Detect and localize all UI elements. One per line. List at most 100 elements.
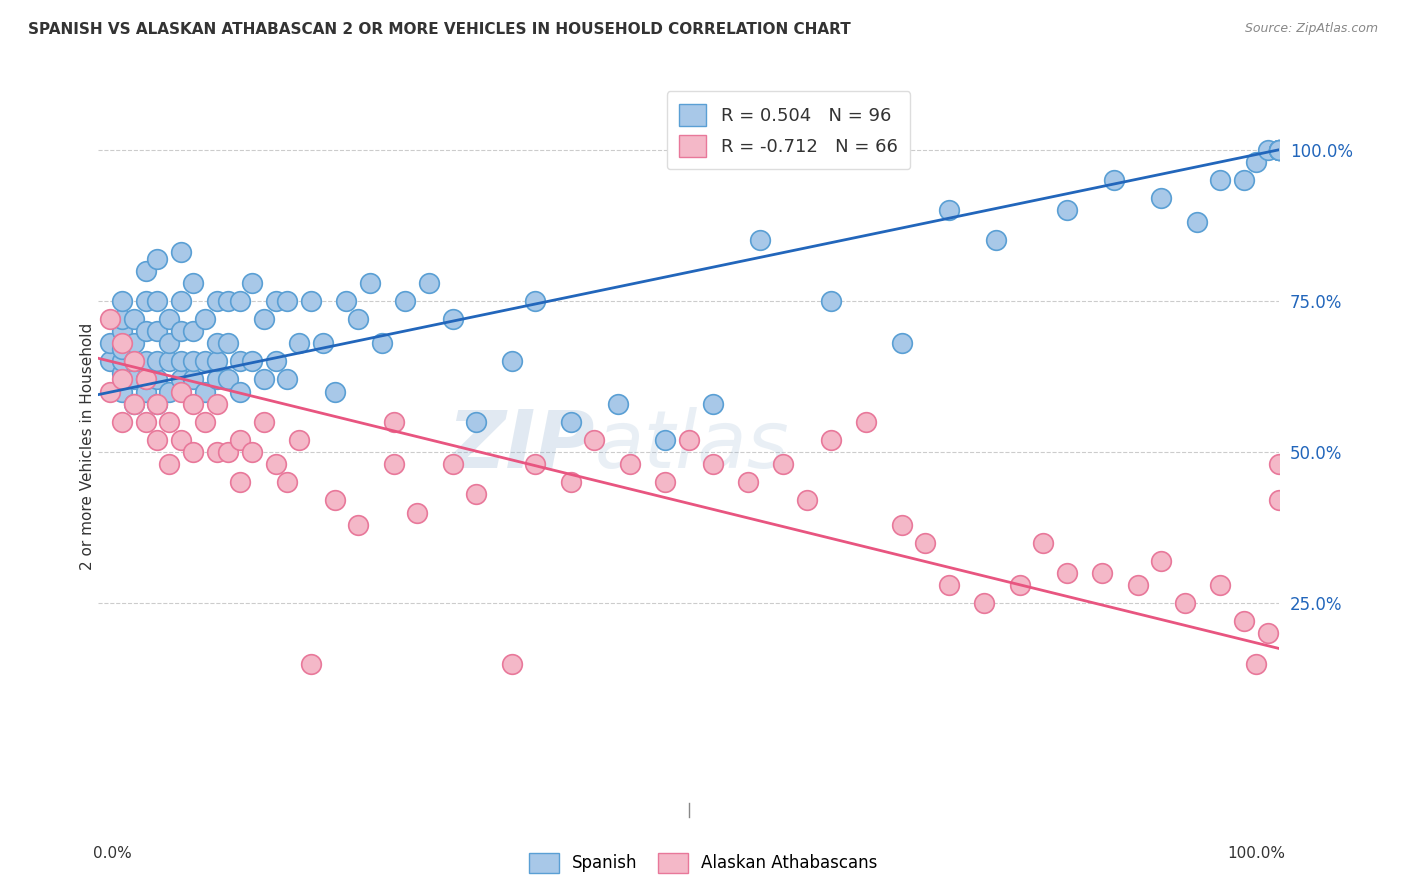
- Point: [170, 372, 193, 386]
- Legend: Spanish, Alaskan Athabascans: Spanish, Alaskan Athabascans: [522, 847, 884, 880]
- Point: [217, 445, 239, 459]
- Point: [135, 263, 157, 277]
- Point: [1268, 493, 1291, 508]
- Point: [1233, 615, 1256, 629]
- Point: [157, 336, 180, 351]
- Point: [205, 336, 228, 351]
- Point: [146, 397, 169, 411]
- Point: [217, 293, 239, 308]
- Legend: R = 0.504   N = 96, R = -0.712   N = 66: R = 0.504 N = 96, R = -0.712 N = 66: [666, 91, 910, 169]
- Point: [382, 457, 405, 471]
- Point: [146, 397, 169, 411]
- Point: [135, 415, 157, 429]
- Point: [135, 324, 157, 338]
- Point: [772, 457, 794, 471]
- Point: [288, 433, 311, 447]
- Point: [181, 445, 204, 459]
- Point: [678, 433, 700, 447]
- Point: [1268, 143, 1291, 157]
- Point: [122, 336, 145, 351]
- Point: [98, 384, 121, 399]
- Point: [240, 445, 263, 459]
- Point: [205, 397, 228, 411]
- Point: [194, 312, 217, 326]
- Point: [122, 397, 145, 411]
- Point: [170, 245, 193, 260]
- Point: [111, 367, 134, 381]
- Point: [890, 336, 912, 351]
- Text: 0.0%: 0.0%: [93, 846, 131, 861]
- Point: [1268, 143, 1291, 157]
- Point: [98, 336, 121, 351]
- Point: [229, 354, 252, 368]
- Point: [253, 372, 276, 386]
- Point: [914, 535, 936, 549]
- Point: [702, 397, 724, 411]
- Point: [619, 457, 641, 471]
- Point: [181, 276, 204, 290]
- Point: [170, 324, 193, 338]
- Point: [524, 293, 547, 308]
- Point: [1268, 457, 1291, 471]
- Point: [1174, 596, 1197, 610]
- Point: [1091, 566, 1114, 580]
- Point: [1268, 143, 1291, 157]
- Point: [1244, 154, 1267, 169]
- Point: [347, 312, 370, 326]
- Point: [1244, 657, 1267, 671]
- Point: [181, 354, 204, 368]
- Y-axis label: 2 or more Vehicles in Household: 2 or more Vehicles in Household: [80, 322, 94, 570]
- Point: [135, 293, 157, 308]
- Point: [1056, 566, 1078, 580]
- Point: [654, 433, 676, 447]
- Point: [890, 517, 912, 532]
- Point: [312, 336, 335, 351]
- Point: [111, 372, 134, 386]
- Point: [465, 415, 488, 429]
- Point: [111, 343, 134, 357]
- Point: [146, 252, 169, 266]
- Point: [1150, 554, 1173, 568]
- Point: [560, 415, 582, 429]
- Point: [157, 354, 180, 368]
- Point: [122, 354, 145, 368]
- Point: [229, 433, 252, 447]
- Point: [465, 487, 488, 501]
- Point: [938, 203, 960, 218]
- Point: [135, 372, 157, 386]
- Point: [264, 457, 287, 471]
- Point: [111, 312, 134, 326]
- Point: [560, 475, 582, 490]
- Point: [299, 293, 322, 308]
- Text: atlas: atlas: [595, 407, 789, 485]
- Point: [654, 475, 676, 490]
- Point: [157, 312, 180, 326]
- Point: [347, 517, 370, 532]
- Point: [217, 372, 239, 386]
- Point: [217, 336, 239, 351]
- Point: [359, 276, 381, 290]
- Point: [276, 372, 298, 386]
- Point: [146, 293, 169, 308]
- Point: [240, 354, 263, 368]
- Text: SPANISH VS ALASKAN ATHABASCAN 2 OR MORE VEHICLES IN HOUSEHOLD CORRELATION CHART: SPANISH VS ALASKAN ATHABASCAN 2 OR MORE …: [28, 22, 851, 37]
- Point: [205, 293, 228, 308]
- Point: [299, 657, 322, 671]
- Point: [111, 293, 134, 308]
- Point: [264, 354, 287, 368]
- Point: [855, 415, 877, 429]
- Point: [146, 433, 169, 447]
- Point: [194, 354, 217, 368]
- Point: [240, 276, 263, 290]
- Point: [98, 354, 121, 368]
- Point: [229, 293, 252, 308]
- Point: [111, 384, 134, 399]
- Point: [253, 312, 276, 326]
- Point: [1102, 173, 1125, 187]
- Point: [702, 457, 724, 471]
- Point: [122, 312, 145, 326]
- Point: [122, 354, 145, 368]
- Point: [607, 397, 630, 411]
- Point: [748, 233, 770, 247]
- Point: [111, 324, 134, 338]
